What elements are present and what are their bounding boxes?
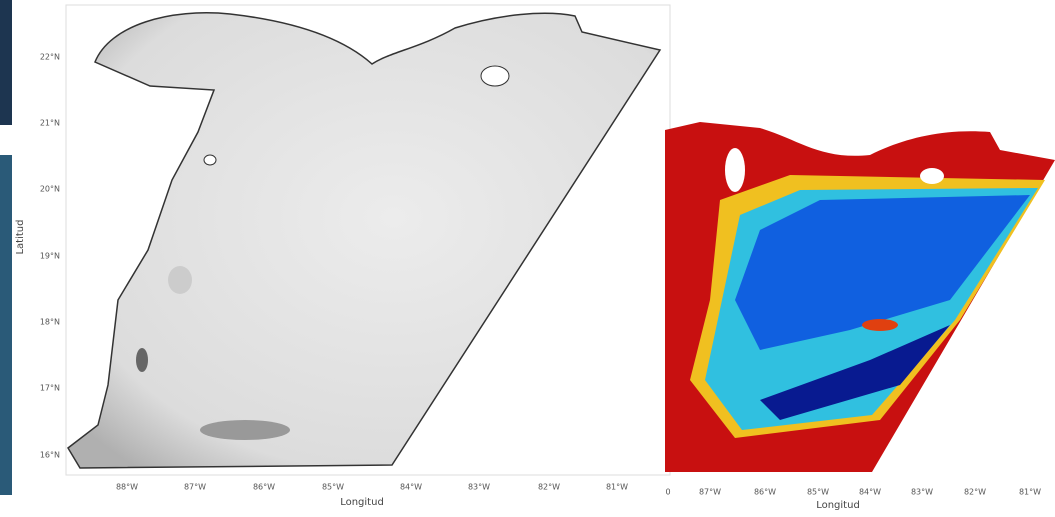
y-tick-label: 21°N — [40, 119, 60, 128]
y-tick-label: 20°N — [40, 185, 60, 194]
x-tick-label: 85°W — [322, 483, 344, 492]
y-tick-label: 17°N — [40, 384, 60, 393]
side-image — [0, 0, 12, 125]
x-tick-label: 83°W — [911, 488, 933, 497]
x-axis-label: Longitud — [340, 497, 384, 508]
x-tick-label: 82°W — [538, 483, 560, 492]
sea-area — [68, 13, 660, 468]
island — [204, 155, 216, 165]
x-tick-label: 0 — [665, 488, 670, 497]
y-tick-label: 18°N — [40, 318, 60, 327]
figure: 22°N 21°N 20°N 19°N 18°N 17°N 16°N 88°W … — [0, 0, 1055, 517]
y-tick-label: 22°N — [40, 53, 60, 62]
island — [920, 168, 944, 184]
side-image — [0, 155, 12, 495]
x-tick-label: 88°W — [116, 483, 138, 492]
x-tick-label: 82°W — [964, 488, 986, 497]
x-tick-label: 84°W — [859, 488, 881, 497]
shoal — [200, 420, 290, 440]
x-tick-label: 87°W — [699, 488, 721, 497]
y-axis-label: Latitud — [15, 219, 26, 254]
right-map: 0 87°W 86°W 85°W 84°W 83°W 82°W 81°W Lon… — [665, 122, 1055, 511]
reef — [136, 348, 148, 372]
y-tick-label: 16°N — [40, 451, 60, 460]
x-tick-label: 87°W — [184, 483, 206, 492]
land — [725, 148, 745, 192]
x-tick-label: 83°W — [468, 483, 490, 492]
x-tick-label: 86°W — [253, 483, 275, 492]
y-tick-label: 19°N — [40, 252, 60, 261]
shoal — [168, 266, 192, 294]
x-tick-label: 81°W — [1019, 488, 1041, 497]
left-map: 22°N 21°N 20°N 19°N 18°N 17°N 16°N 88°W … — [15, 5, 670, 508]
island — [481, 66, 509, 86]
warm-spot — [862, 319, 898, 331]
x-axis-label: Longitud — [816, 500, 860, 511]
x-tick-label: 81°W — [606, 483, 628, 492]
x-tick-label: 85°W — [807, 488, 829, 497]
x-tick-label: 84°W — [400, 483, 422, 492]
x-tick-label: 86°W — [754, 488, 776, 497]
